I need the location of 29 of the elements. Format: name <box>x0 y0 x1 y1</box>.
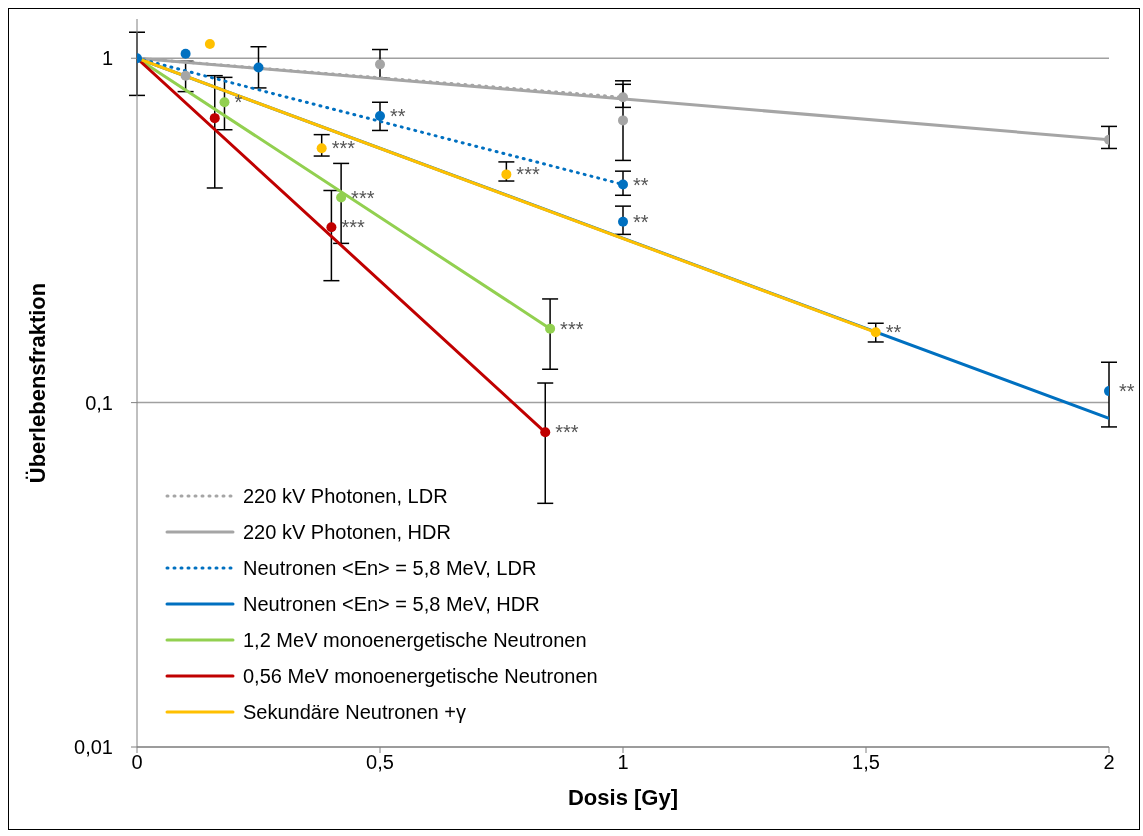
annotation: *** <box>331 137 356 160</box>
x-tick-label: 2 <box>1103 751 1115 774</box>
legend-label: 1,2 MeV monoenergetische Neutronen <box>243 628 587 652</box>
y-axis-title: Überlebensfraktion <box>24 282 50 484</box>
legend-label: Neutronen <En> = 5,8 MeV, HDR <box>243 592 540 616</box>
annotation: ** <box>633 210 649 233</box>
x-tick-label: 0,5 <box>366 751 394 774</box>
annotation: *** <box>560 317 584 340</box>
legend-label: Neutronen <En> = 5,8 MeV, LDR <box>243 556 537 580</box>
annotation: ** <box>1119 380 1135 403</box>
y-tick-label: 1 <box>101 47 113 70</box>
y-tick-label: 0,01 <box>74 736 113 759</box>
annotation: ** <box>885 321 902 344</box>
legend-label: 220 kV Photonen, LDR <box>243 484 448 508</box>
x-axis-title: Dosis [Gy] <box>567 785 679 810</box>
legend-label: 0,56 MeV monoenergetische Neutronen <box>243 664 598 688</box>
annotation: ** <box>633 173 649 196</box>
annotation: ** <box>390 105 406 128</box>
annotation: *** <box>341 216 365 239</box>
x-tick-label: 1,5 <box>852 751 880 774</box>
annotation: *** <box>351 186 375 209</box>
annotation: * <box>234 91 243 114</box>
y-tick-label: 0,1 <box>85 391 113 414</box>
x-tick-label: 1 <box>617 751 629 774</box>
legend-label: Sekundäre Neutronen +γ <box>243 700 466 724</box>
x-tick-label: 0 <box>131 751 143 774</box>
annotation: *** <box>555 421 579 444</box>
annotation: *** <box>516 163 540 186</box>
legend-label: 220 kV Photonen, HDR <box>243 520 451 544</box>
